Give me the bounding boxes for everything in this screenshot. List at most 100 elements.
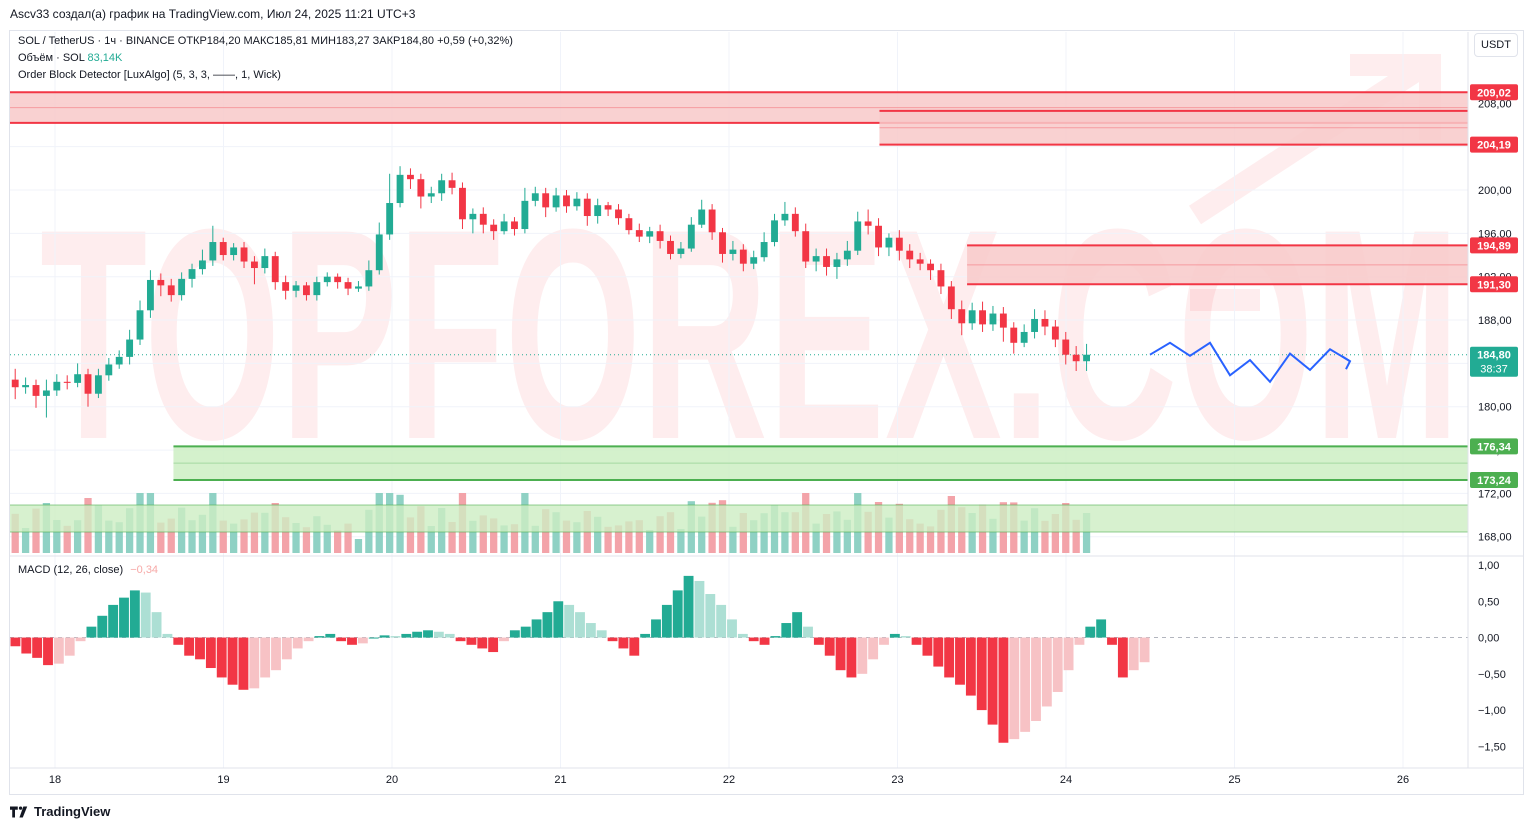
macd-bar — [303, 637, 314, 642]
candle — [42, 379, 50, 418]
candle — [1051, 320, 1059, 348]
candle — [146, 270, 154, 318]
macd-bar — [1041, 637, 1052, 707]
macd-bar — [640, 633, 651, 638]
candle-body — [864, 221, 872, 226]
volume-legend[interactable]: Объём · SOL 83,14K — [18, 52, 122, 64]
candle-body — [1010, 327, 1018, 343]
price-label-tag — [1470, 276, 1518, 293]
bullish-order-block — [173, 446, 1468, 480]
candle-body — [32, 385, 40, 396]
macd-bar — [357, 637, 368, 644]
candle-body — [833, 259, 841, 267]
volume-bar — [53, 520, 61, 553]
price-tick-label: 200,00 — [1478, 185, 1512, 197]
candle-body — [427, 193, 435, 197]
macd-bar — [553, 601, 564, 638]
candle-body — [365, 270, 373, 287]
candle-body — [708, 209, 716, 233]
macd-bar — [433, 631, 444, 638]
price-tick-label: 188,00 — [1478, 315, 1512, 327]
price-projection — [1149, 341, 1352, 384]
time-tick-label: 20 — [386, 774, 398, 786]
candle-body — [937, 270, 945, 287]
macd-bar — [173, 637, 184, 645]
candle-body — [625, 218, 633, 231]
volume-bar — [916, 523, 924, 553]
macd-bar — [21, 637, 32, 654]
macd-bar — [770, 636, 781, 638]
candle-body — [1062, 339, 1070, 355]
candle — [490, 219, 498, 240]
candle-body — [1031, 318, 1038, 332]
candle — [854, 211, 862, 256]
indicator-legend[interactable]: Order Block Detector [LuxAlgo] (5, 3, 3,… — [18, 69, 281, 81]
footer-brand[interactable]: TradingView — [10, 804, 110, 819]
candle — [334, 273, 342, 289]
price-tick-label: 168,00 — [1478, 532, 1512, 544]
volume-bar — [656, 516, 664, 553]
candle — [188, 263, 196, 288]
volume-bar — [698, 516, 706, 553]
candle — [750, 250, 758, 270]
candle — [542, 187, 550, 218]
macd-bar — [922, 637, 933, 656]
candle — [739, 244, 747, 272]
candles[interactable] — [11, 166, 1091, 418]
candle-body — [895, 237, 903, 251]
candle-body — [355, 286, 362, 289]
volume-bar — [229, 523, 238, 553]
candle-body — [521, 200, 529, 230]
macd-legend[interactable]: MACD (12, 26, close) −0,34 — [18, 564, 158, 576]
candle — [261, 248, 269, 274]
candle — [646, 226, 654, 244]
macd-bar — [379, 635, 390, 638]
volume-bar — [906, 519, 914, 553]
macd-bar — [151, 612, 162, 638]
chart-caption: Ascv33 создал(а) график на TradingView.c… — [10, 7, 416, 21]
candle-body — [802, 231, 810, 262]
macd-bar — [596, 630, 607, 638]
candle-body — [989, 313, 997, 325]
volume-bar — [739, 513, 747, 553]
volume-bar — [490, 518, 498, 553]
price-label-text: 173,24 — [1477, 475, 1512, 487]
candle-body — [698, 209, 706, 225]
macd-bar — [108, 604, 119, 638]
macd-bar — [607, 637, 618, 642]
candle — [53, 374, 61, 396]
candle — [479, 207, 487, 234]
currency-button[interactable]: USDT — [1474, 33, 1518, 57]
symbol-legend[interactable]: SOL / TetherUS · 1ч · BINANCE ОТКР184,20… — [18, 35, 513, 47]
axes: 168,00172,00176,00180,00184,00188,00192,… — [10, 32, 1524, 786]
macd-bar — [1020, 637, 1031, 732]
macd-bar — [1117, 637, 1128, 678]
macd-bar — [531, 619, 542, 638]
volume-bar — [73, 520, 82, 553]
volume-bar — [562, 520, 571, 553]
volume-bar — [313, 516, 321, 553]
candle-body — [771, 220, 778, 243]
macd-tick-label: −1,00 — [1478, 705, 1506, 717]
candle-body — [84, 374, 92, 394]
macd-bar — [368, 637, 379, 639]
candle — [781, 201, 789, 226]
candle — [323, 272, 331, 287]
candle-body — [531, 193, 539, 201]
candle — [126, 329, 134, 365]
candle-body — [292, 285, 300, 291]
candle — [947, 281, 955, 319]
candle — [594, 198, 602, 224]
candle-body — [105, 364, 113, 376]
volume-bar — [1051, 514, 1060, 553]
candle — [823, 248, 830, 276]
candle-body — [1051, 326, 1059, 340]
candle — [635, 223, 643, 243]
time-tick-label: 18 — [49, 774, 61, 786]
macd-bar — [781, 623, 792, 638]
candle — [760, 232, 768, 262]
candle — [1020, 324, 1028, 348]
candle-body — [677, 248, 685, 254]
macd-bar — [412, 631, 423, 638]
